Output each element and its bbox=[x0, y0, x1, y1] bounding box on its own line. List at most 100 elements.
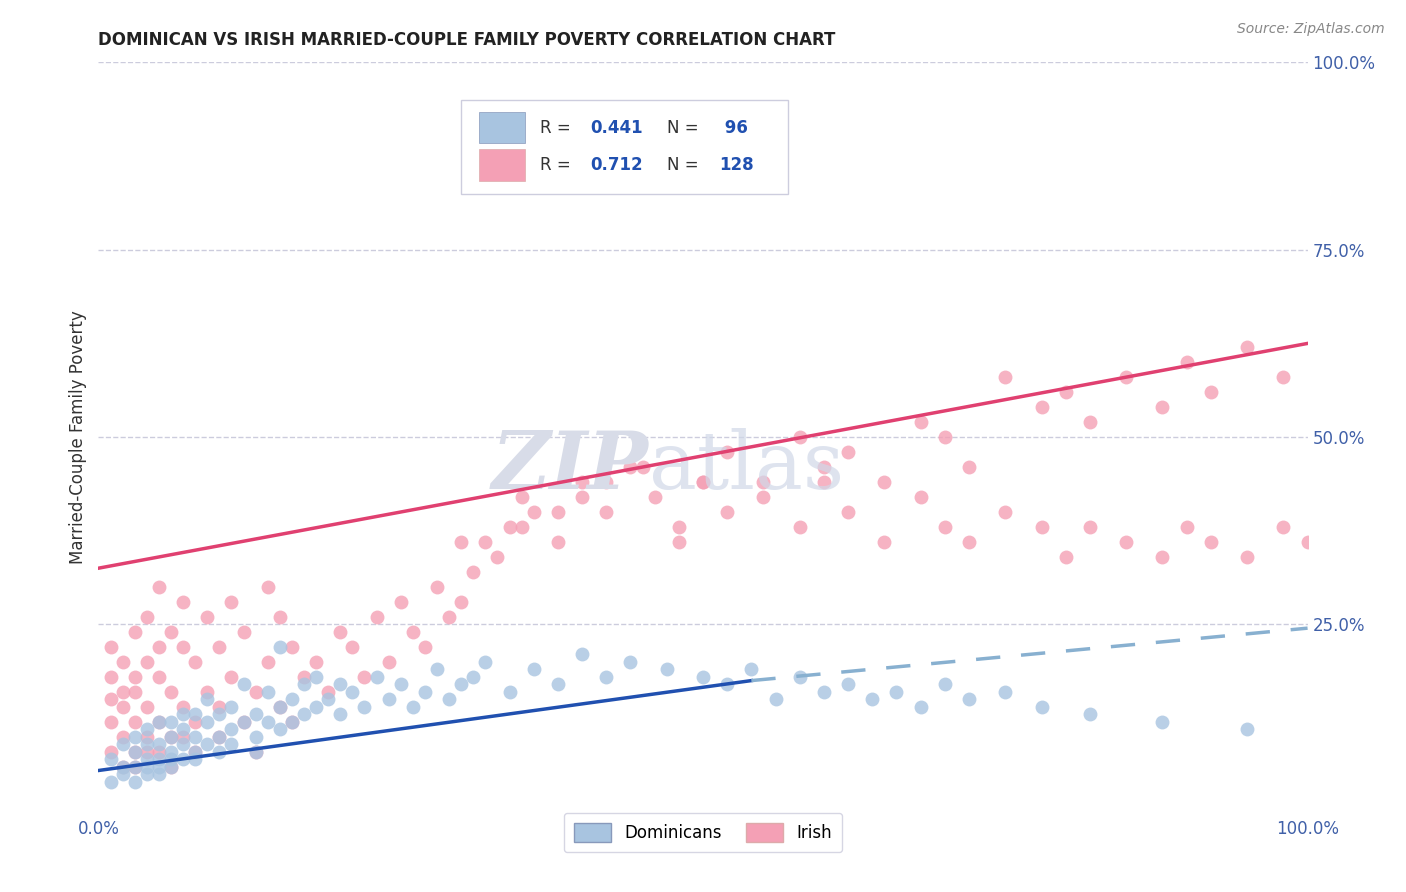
Point bbox=[245, 745, 267, 759]
Point bbox=[160, 685, 183, 699]
Point bbox=[111, 737, 134, 751]
Point bbox=[957, 460, 980, 475]
Text: 128: 128 bbox=[718, 156, 754, 174]
Point bbox=[498, 520, 520, 534]
Point bbox=[124, 760, 146, 774]
Point bbox=[813, 460, 835, 475]
Point bbox=[994, 370, 1017, 384]
Point bbox=[184, 752, 207, 766]
Point bbox=[366, 670, 388, 684]
Point bbox=[752, 475, 775, 489]
Point bbox=[208, 730, 231, 744]
Point bbox=[1175, 355, 1198, 369]
Point bbox=[668, 520, 690, 534]
Point bbox=[148, 580, 170, 594]
Point bbox=[160, 730, 183, 744]
Text: 96: 96 bbox=[718, 119, 748, 136]
Point bbox=[135, 723, 157, 737]
Point bbox=[221, 723, 243, 737]
Text: atlas: atlas bbox=[648, 428, 844, 506]
Point bbox=[957, 692, 980, 706]
Point bbox=[486, 549, 509, 564]
Point bbox=[353, 699, 375, 714]
Point bbox=[124, 760, 146, 774]
Point bbox=[413, 685, 436, 699]
Text: N =: N = bbox=[666, 119, 703, 136]
Point bbox=[547, 505, 569, 519]
Point bbox=[789, 670, 811, 684]
Point bbox=[463, 565, 485, 579]
Point bbox=[510, 520, 533, 534]
Point bbox=[402, 624, 425, 639]
Point bbox=[692, 670, 714, 684]
Point bbox=[160, 760, 183, 774]
Point bbox=[474, 535, 496, 549]
Point bbox=[329, 624, 352, 639]
Point bbox=[269, 699, 291, 714]
Point bbox=[1078, 520, 1101, 534]
Point bbox=[1054, 385, 1077, 400]
Point bbox=[1199, 385, 1222, 400]
Point bbox=[389, 677, 412, 691]
Point bbox=[172, 699, 194, 714]
Point bbox=[281, 640, 304, 654]
Point bbox=[100, 745, 122, 759]
Point bbox=[208, 640, 231, 654]
Point bbox=[148, 767, 170, 781]
Text: 0.441: 0.441 bbox=[591, 119, 643, 136]
Point bbox=[789, 520, 811, 534]
Point bbox=[135, 737, 157, 751]
Point bbox=[135, 730, 157, 744]
Point bbox=[595, 505, 617, 519]
Point bbox=[837, 445, 859, 459]
Point bbox=[571, 490, 593, 504]
Point bbox=[437, 610, 460, 624]
Point bbox=[571, 648, 593, 662]
Point bbox=[195, 610, 218, 624]
Point bbox=[160, 745, 183, 759]
Point bbox=[353, 670, 375, 684]
Point bbox=[256, 580, 278, 594]
Point bbox=[124, 774, 146, 789]
Point bbox=[668, 535, 690, 549]
Point bbox=[245, 745, 267, 759]
Point bbox=[148, 714, 170, 729]
Point bbox=[269, 610, 291, 624]
Point bbox=[232, 677, 254, 691]
Point bbox=[245, 685, 267, 699]
Point bbox=[111, 760, 134, 774]
Point bbox=[124, 745, 146, 759]
Point bbox=[1272, 520, 1295, 534]
Point bbox=[1236, 723, 1258, 737]
Text: 0.712: 0.712 bbox=[591, 156, 643, 174]
Text: R =: R = bbox=[540, 156, 576, 174]
Point bbox=[221, 699, 243, 714]
Point bbox=[510, 490, 533, 504]
Point bbox=[100, 640, 122, 654]
Point bbox=[1272, 370, 1295, 384]
Point bbox=[1031, 520, 1053, 534]
Point bbox=[184, 714, 207, 729]
Point bbox=[837, 505, 859, 519]
Point bbox=[316, 685, 339, 699]
Point bbox=[595, 670, 617, 684]
Point bbox=[100, 670, 122, 684]
Point bbox=[1078, 707, 1101, 722]
Point bbox=[342, 640, 364, 654]
Point bbox=[172, 730, 194, 744]
FancyBboxPatch shape bbox=[461, 100, 787, 194]
Y-axis label: Married-Couple Family Poverty: Married-Couple Family Poverty bbox=[69, 310, 87, 564]
Point bbox=[1031, 400, 1053, 414]
Point bbox=[752, 490, 775, 504]
Point bbox=[281, 692, 304, 706]
Point bbox=[172, 723, 194, 737]
Point bbox=[172, 752, 194, 766]
Point bbox=[148, 760, 170, 774]
Point bbox=[111, 685, 134, 699]
Point bbox=[1054, 549, 1077, 564]
Text: Source: ZipAtlas.com: Source: ZipAtlas.com bbox=[1237, 22, 1385, 37]
Point bbox=[221, 670, 243, 684]
Text: DOMINICAN VS IRISH MARRIED-COUPLE FAMILY POVERTY CORRELATION CHART: DOMINICAN VS IRISH MARRIED-COUPLE FAMILY… bbox=[98, 31, 835, 49]
Point bbox=[184, 707, 207, 722]
Bar bbox=[479, 112, 526, 144]
